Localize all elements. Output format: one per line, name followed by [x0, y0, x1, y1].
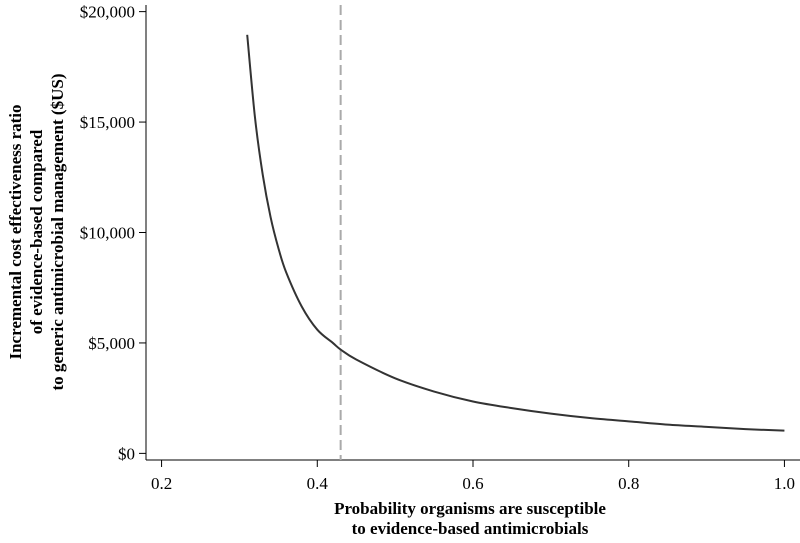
x-tick-label: 0.4	[307, 474, 329, 493]
axes	[145, 5, 800, 461]
x-tick-label: 0.8	[618, 474, 639, 493]
y-tick-label: $10,000	[80, 224, 135, 243]
axis-titles: Probability organisms are susceptibleto …	[6, 74, 606, 538]
x-axis-title-line: to evidence-based antimicrobials	[352, 519, 589, 538]
series-layer	[246, 34, 785, 432]
y-tick-label: $15,000	[80, 113, 135, 132]
y-tick-label: $20,000	[80, 3, 135, 22]
x-tick-label: 0.6	[462, 474, 483, 493]
ticks: $0 $5,000 $10,000 $15,000 $20,000 0.2 0.4 0.6 0.…	[80, 3, 795, 493]
x-axis-title-line: Probability organisms are susceptible	[334, 499, 606, 518]
x-tick-label: 0.2	[151, 474, 172, 493]
y-axis-title-line: Incremental cost effectiveness ratio	[6, 104, 25, 359]
y-axis-title-line: to generic antimicrobial management ($US…	[48, 74, 67, 391]
y-tick-label: $5,000	[88, 334, 135, 353]
y-tick-label: $0	[118, 444, 135, 463]
x-tick-label: 1.0	[774, 474, 795, 493]
y-axis-title-line: of evidence-based compared	[27, 129, 46, 334]
series-line-0	[246, 34, 785, 432]
